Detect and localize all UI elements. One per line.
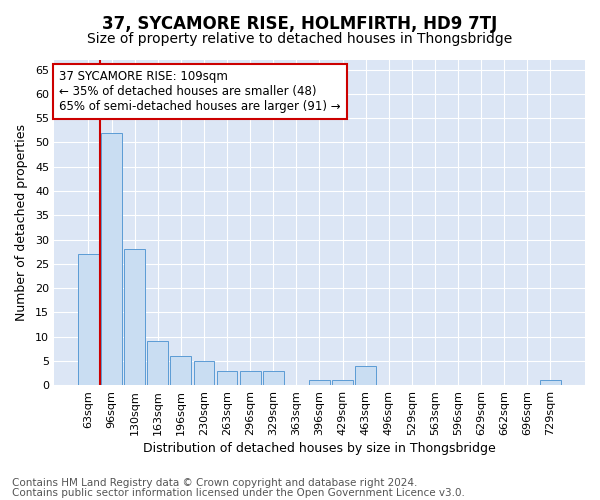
Bar	[217, 370, 238, 385]
Bar	[240, 370, 260, 385]
Bar	[332, 380, 353, 385]
Text: 37, SYCAMORE RISE, HOLMFIRTH, HD9 7TJ: 37, SYCAMORE RISE, HOLMFIRTH, HD9 7TJ	[103, 15, 497, 33]
X-axis label: Distribution of detached houses by size in Thongsbridge: Distribution of detached houses by size …	[143, 442, 496, 455]
Y-axis label: Number of detached properties: Number of detached properties	[15, 124, 28, 321]
Bar	[78, 254, 99, 385]
Bar	[124, 249, 145, 385]
Bar	[263, 370, 284, 385]
Bar	[540, 380, 561, 385]
Text: Contains public sector information licensed under the Open Government Licence v3: Contains public sector information licen…	[12, 488, 465, 498]
Bar	[194, 361, 214, 385]
Text: Contains HM Land Registry data © Crown copyright and database right 2024.: Contains HM Land Registry data © Crown c…	[12, 478, 418, 488]
Bar	[355, 366, 376, 385]
Bar	[309, 380, 330, 385]
Bar	[170, 356, 191, 385]
Text: Size of property relative to detached houses in Thongsbridge: Size of property relative to detached ho…	[88, 32, 512, 46]
Bar	[101, 133, 122, 385]
Text: 37 SYCAMORE RISE: 109sqm
← 35% of detached houses are smaller (48)
65% of semi-d: 37 SYCAMORE RISE: 109sqm ← 35% of detach…	[59, 70, 341, 113]
Bar	[148, 342, 168, 385]
